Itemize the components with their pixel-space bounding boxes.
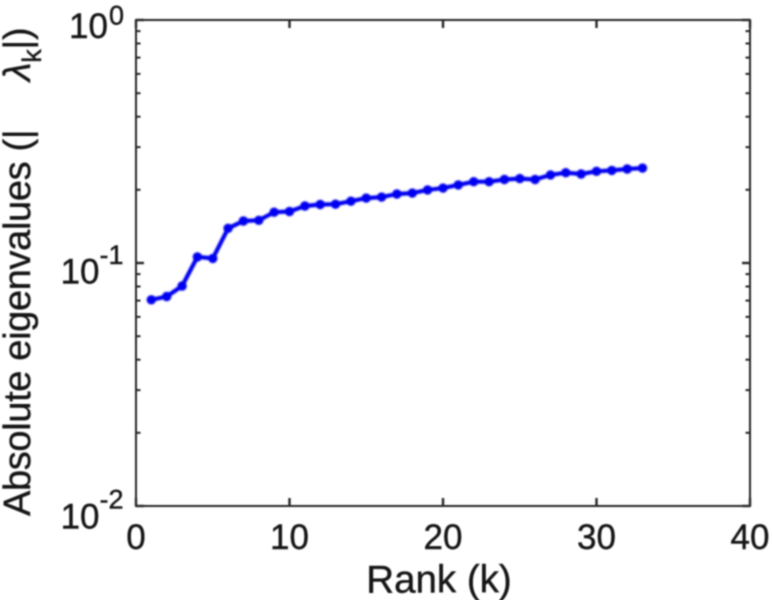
svg-text:10: 10 (270, 518, 309, 557)
svg-text:10: 10 (69, 7, 108, 46)
svg-text:-2: -2 (100, 485, 124, 515)
svg-text:20: 20 (424, 518, 463, 557)
svg-text:Absolute eigenvalues (| λk|): Absolute eigenvalues (| λk|) (0, 28, 47, 516)
svg-text:40: 40 (731, 518, 770, 557)
svg-text:0: 0 (109, 1, 124, 31)
svg-text:0: 0 (126, 518, 145, 557)
svg-text:30: 30 (577, 518, 616, 557)
svg-text:10: 10 (61, 252, 100, 291)
svg-text:10: 10 (61, 497, 100, 536)
svg-text:Rank (k): Rank (k) (366, 559, 511, 600)
svg-text:-1: -1 (100, 240, 124, 270)
